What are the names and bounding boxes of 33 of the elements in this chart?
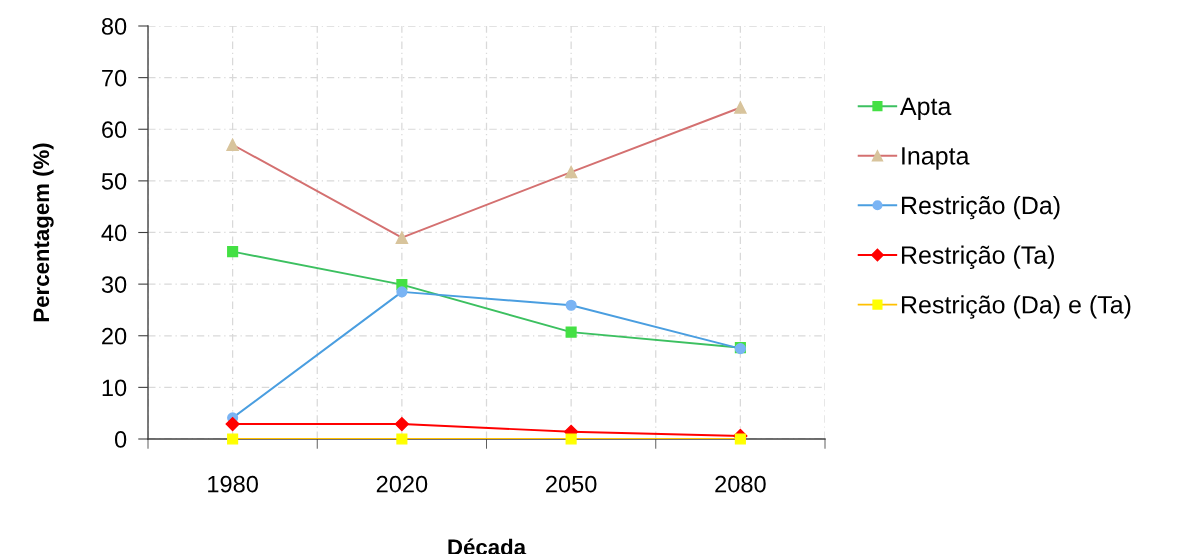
point (734, 101, 747, 114)
y-tick-label: 20 (102, 327, 127, 345)
x-tick-label: 2080 (715, 475, 766, 493)
point (396, 286, 408, 298)
x-tick-label: 2050 (546, 475, 597, 493)
point (225, 416, 240, 432)
point (396, 433, 408, 445)
x-tick-label: 2020 (376, 475, 428, 493)
point (565, 433, 577, 445)
legend-label: Apta (900, 97, 952, 121)
y-tick-label: 10 (102, 379, 127, 397)
legend-label: Inapta (902, 147, 970, 170)
point (227, 433, 239, 445)
point (564, 165, 578, 179)
x-tick-label: 1980 (208, 475, 258, 493)
point (395, 231, 409, 244)
y-tick-label: 70 (102, 69, 127, 87)
legend-label: Restrição (Da) e (Ta) (902, 295, 1131, 319)
point (227, 246, 239, 258)
y-tick-label: 50 (101, 172, 127, 190)
point (565, 326, 577, 338)
point (565, 299, 577, 311)
y-tick-label: 40 (101, 224, 127, 242)
point (734, 433, 746, 445)
legend-label: Restrição (Da) (902, 195, 1060, 220)
y-tick-label: 0 (114, 431, 127, 448)
point (226, 138, 239, 151)
y-axis-title: Percentagem (%) (32, 143, 54, 322)
y-tick-label: 60 (102, 121, 127, 139)
legend-label: Restrição (Ta) (902, 245, 1054, 269)
y-tick-label: 30 (101, 276, 127, 293)
y-tick-label: 80 (101, 18, 127, 35)
point (394, 416, 409, 432)
